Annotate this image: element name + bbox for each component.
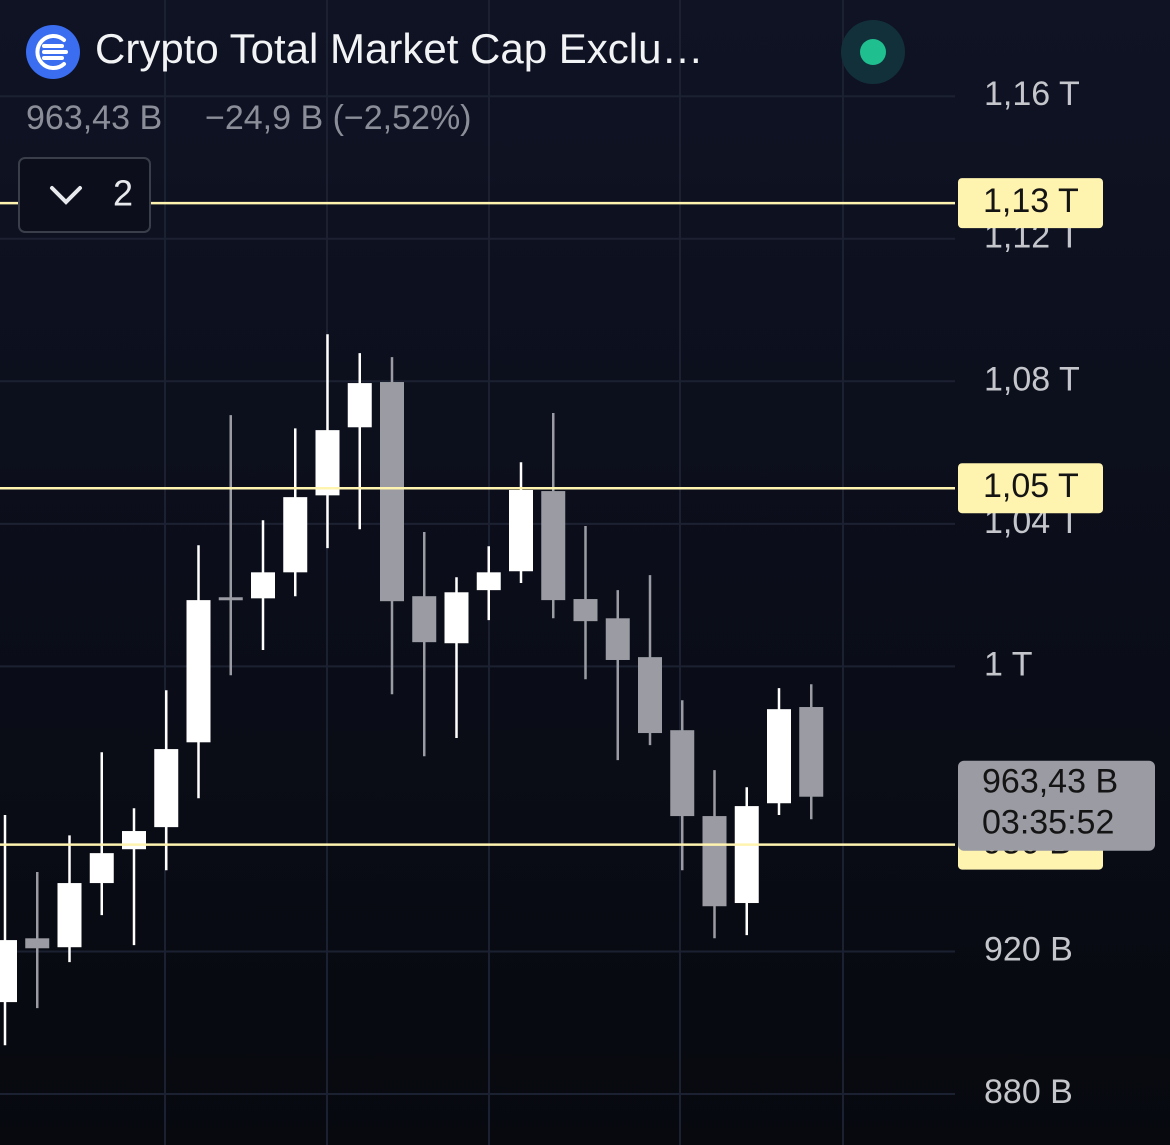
y-tick-label: 1 T [984,645,1033,683]
candle-body [154,749,179,828]
candle-body [25,938,50,949]
chevron [50,186,82,205]
y-tick-label: 1,16 T [984,75,1080,113]
horizontal-line-label: 1,05 T [983,467,1079,505]
indicator-count: 2 [113,173,133,214]
candle-body [251,572,275,599]
candle-body [444,592,469,644]
horizontal-line-label: 1,13 T [983,182,1079,220]
last-price-bg [958,760,1155,851]
price: 963,43 B [26,99,162,137]
last-price-label: 963,43 B [982,763,1118,801]
status-dot [860,39,886,65]
candle-body [218,597,243,601]
candle-body [670,730,695,817]
candle-body [283,497,308,573]
candle-body [347,383,372,428]
candle-body [315,430,340,496]
candle-body [380,382,404,602]
candle-body [57,883,82,948]
y-tick-label: 880 B [984,1073,1073,1111]
candle-body [605,618,630,660]
candle-body [541,491,566,601]
candle-body [638,657,662,734]
candle-body [702,816,727,907]
horizontal-line-label-bg [958,463,1103,514]
countdown: 03:35:52 [982,804,1114,842]
y-tick-label: 920 B [984,930,1073,968]
indicator-toggle[interactable] [18,157,151,233]
change: −24,9 B (−2,52%) [205,99,472,137]
y-tick-label: 1,08 T [984,360,1080,398]
candle-body [767,709,791,804]
candle-body [89,853,114,884]
candle-body [186,600,211,743]
candle-body [476,572,501,591]
candle-body [412,596,437,643]
candle-body [799,707,824,797]
candle-body [122,831,146,850]
chart-title: Crypto Total Market Cap Exclu… [95,25,703,72]
candle-body [509,490,533,572]
overlay: Crypto Total Market Cap Exclu… 963,43 B … [18,20,1155,870]
horizontal-line-label-bg [958,178,1103,229]
candle-body [734,806,759,904]
candle-body [0,940,17,1003]
candle-body [573,599,598,622]
symbol-icon-glyph [35,34,68,70]
